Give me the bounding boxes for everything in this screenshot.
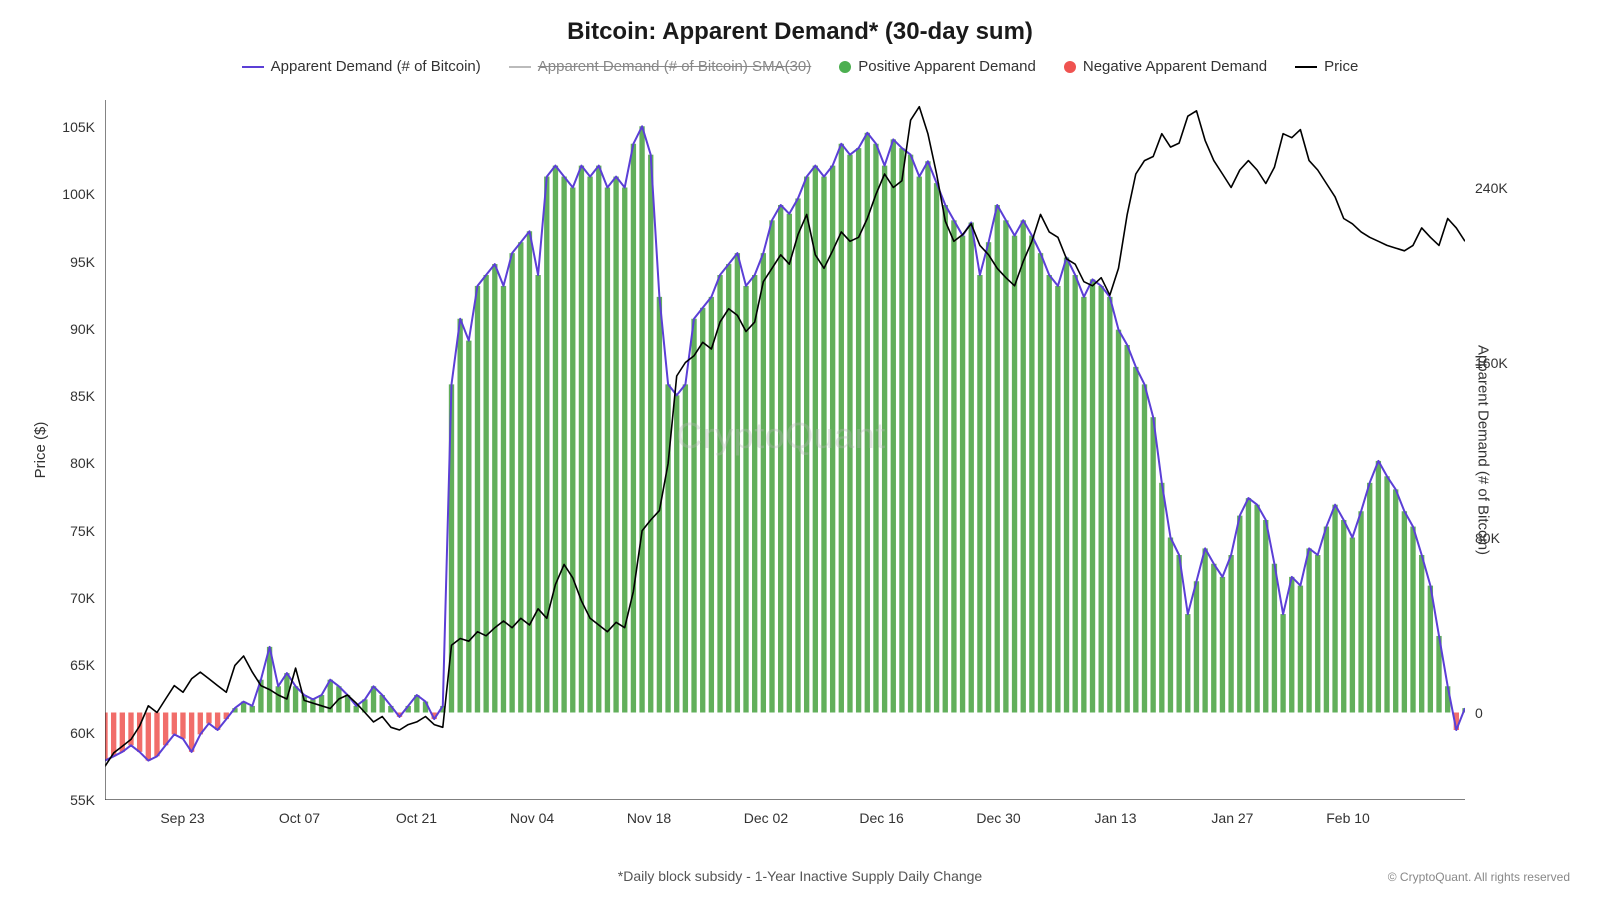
legend-label: Negative Apparent Demand [1083,58,1267,75]
legend-item[interactable]: Apparent Demand (# of Bitcoin) [242,58,481,75]
y-axis-label-right: Apparent Demand (# of Bitcoin) [1474,345,1491,555]
tick-label: 60K [70,725,95,741]
tick-label: 90K [70,321,95,337]
tick-label: 55K [70,792,95,808]
legend-item[interactable]: Negative Apparent Demand [1064,58,1267,75]
tick-label: 70K [70,590,95,606]
legend-label: Price [1324,58,1358,75]
tick-label: 80K [1475,530,1500,546]
tick-label: 95K [70,254,95,270]
chart-container: Bitcoin: Apparent Demand* (30-day sum) A… [0,0,1600,900]
legend-swatch [509,66,531,68]
legend: Apparent Demand (# of Bitcoin) Apparent D… [0,58,1600,75]
tick-label: 80K [70,455,95,471]
tick-label: 160K [1475,355,1508,371]
legend-item[interactable]: Apparent Demand (# of Bitcoin) SMA(30) [509,58,811,75]
tick-label: 75K [70,523,95,539]
tick-label: 65K [70,657,95,673]
legend-swatch [1064,61,1076,73]
legend-label: Positive Apparent Demand [858,58,1036,75]
copyright-text: © CryptoQuant. All rights reserved [1388,870,1570,884]
legend-swatch [839,61,851,73]
tick-label: Jan 27 [1211,810,1253,826]
legend-swatch [1295,66,1317,68]
tick-label: Dec 30 [976,810,1020,826]
chart-title: Bitcoin: Apparent Demand* (30-day sum) [0,18,1600,46]
tick-label: Dec 16 [859,810,903,826]
tick-label: 105K [62,119,95,135]
legend-label: Apparent Demand (# of Bitcoin) SMA(30) [538,58,811,75]
tick-label: Feb 10 [1326,810,1370,826]
tick-label: 240K [1475,180,1508,196]
legend-swatch [242,66,264,68]
chart-subtitle: *Daily block subsidy - 1-Year Inactive S… [0,868,1600,884]
legend-item[interactable]: Price [1295,58,1358,75]
legend-label: Apparent Demand (# of Bitcoin) [271,58,481,75]
tick-label: Nov 04 [510,810,554,826]
legend-item[interactable]: Positive Apparent Demand [839,58,1036,75]
tick-label: Nov 18 [627,810,671,826]
y-axis-label-left: Price ($) [32,422,49,479]
tick-label: 85K [70,388,95,404]
tick-label: 100K [62,186,95,202]
tick-label: 0 [1475,705,1483,721]
tick-label: Sep 23 [160,810,204,826]
chart-plot [105,100,1465,800]
tick-label: Oct 07 [279,810,320,826]
tick-label: Oct 21 [396,810,437,826]
tick-label: Dec 02 [744,810,788,826]
tick-label: Jan 13 [1094,810,1136,826]
